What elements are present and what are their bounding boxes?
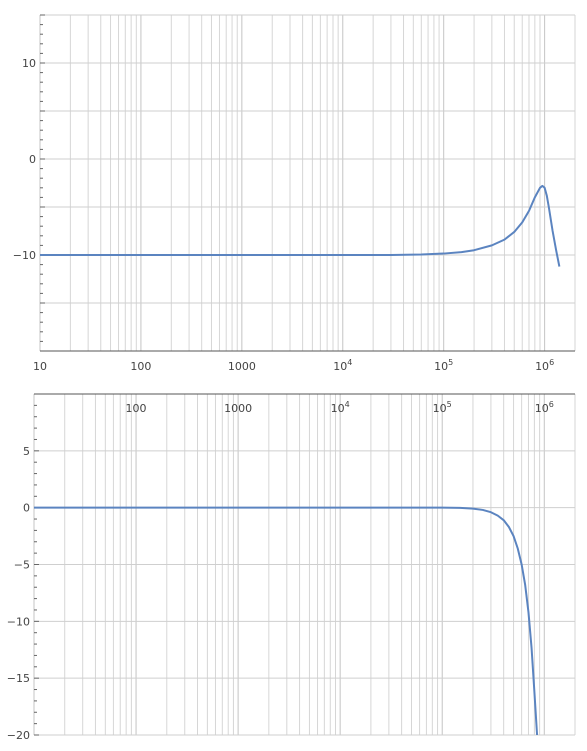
y-tick-label: −5	[14, 559, 30, 572]
y-tick-label: −15	[7, 672, 30, 685]
series-line	[34, 506, 539, 736]
x-tick-label-base: 10	[331, 402, 345, 415]
y-tick-label: −10	[13, 249, 36, 262]
y-tick-label: 0	[23, 502, 30, 515]
x-tick-label: 104	[331, 400, 350, 415]
y-tick-label: −20	[7, 729, 30, 742]
y-tick-label: −10	[7, 615, 30, 628]
x-tick-label-exp: 4	[347, 358, 352, 367]
x-tick-label-exp: 5	[447, 400, 452, 409]
x-tick-label: 1000	[224, 402, 252, 415]
x-tick-label-exp: 6	[549, 358, 554, 367]
x-tick-label-base: 10	[433, 402, 447, 415]
x-tick-label-base: 10	[535, 402, 549, 415]
x-tick-label: 10	[33, 360, 47, 373]
x-tick-label: 106	[535, 358, 554, 373]
x-tick-label: 106	[535, 400, 554, 415]
x-tick-label-exp: 5	[448, 358, 453, 367]
x-tick-label: 100	[130, 360, 151, 373]
grid-lines	[39, 14, 576, 352]
x-tick-label-exp: 4	[345, 400, 350, 409]
x-tick-label-base: 10	[333, 360, 347, 373]
y-tick-label: 5	[23, 445, 30, 458]
x-tick-label: 105	[433, 400, 452, 415]
x-tick-label: 105	[434, 358, 453, 373]
x-tick-label-exp: 6	[549, 400, 554, 409]
grid-lines	[33, 393, 576, 736]
x-tick-label: 1000	[228, 360, 256, 373]
y-tick-label: 0	[29, 153, 36, 166]
x-tick-label-base: 10	[434, 360, 448, 373]
x-tick-label: 104	[333, 358, 352, 373]
y-tick-label: 10	[22, 57, 36, 70]
series-line	[40, 184, 561, 267]
x-tick-label: 100	[126, 402, 147, 415]
x-tick-label-base: 10	[535, 360, 549, 373]
